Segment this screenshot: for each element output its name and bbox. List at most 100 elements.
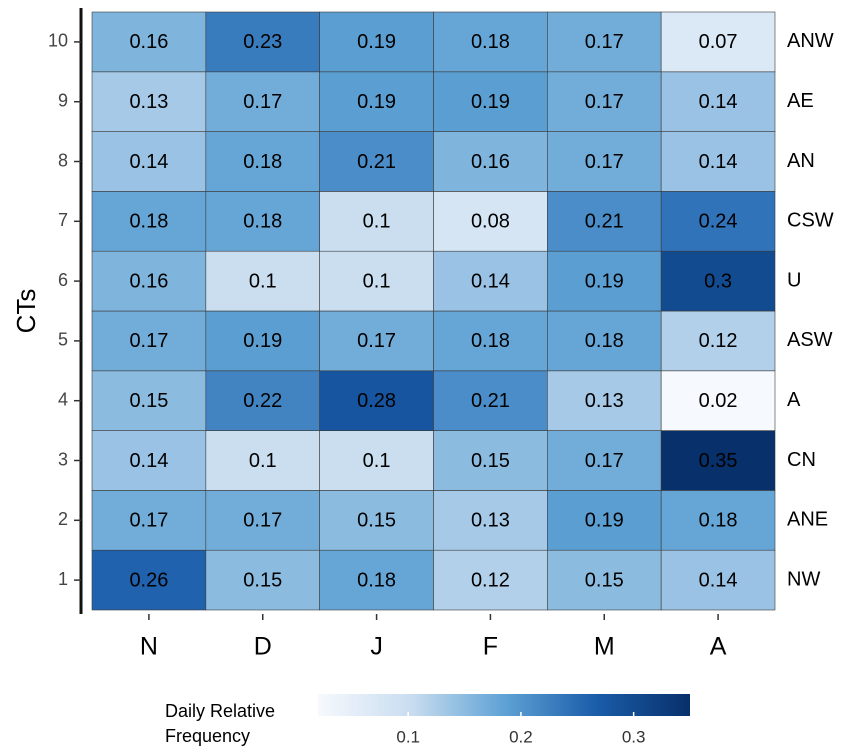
y-tick-label: 6 [58, 270, 68, 290]
colorbar-tick-label: 0.2 [509, 727, 533, 746]
heatmap-cell [547, 191, 662, 252]
heatmap-cell [433, 11, 548, 73]
heatmap-cell [547, 250, 662, 312]
x-tick-label: F [483, 633, 498, 661]
colorbar-tick-label: 0.1 [396, 727, 420, 746]
heatmap-cell [660, 310, 776, 372]
cell-label: 0.1 [249, 270, 277, 292]
heatmap-cell [433, 370, 548, 431]
heatmap-cell [91, 131, 207, 192]
heatmap-cell [91, 549, 207, 611]
heatmap-cell [205, 11, 320, 73]
heatmap-cell [433, 71, 548, 132]
cell-label: 0.18 [129, 211, 168, 233]
cell-label: 0.15 [129, 390, 168, 412]
heatmap-cell [205, 549, 320, 611]
cell-label: 0.19 [357, 31, 396, 53]
cell-label: 0.21 [357, 151, 396, 173]
heatmap-cell [660, 549, 776, 611]
x-tick-label: J [370, 633, 383, 661]
y-tick-label: 3 [58, 449, 68, 469]
heatmap-cell [660, 191, 776, 252]
cell-label: 0.15 [243, 569, 282, 591]
cell-label: 0.14 [129, 450, 168, 472]
heatmap-cell [319, 490, 434, 551]
row-label: ANW [787, 30, 834, 52]
heatmap-cell [205, 71, 320, 132]
y-tick-label: 5 [58, 330, 68, 350]
heatmap-cell [660, 71, 776, 132]
cell-label: 0.14 [699, 91, 738, 113]
cell-label: 0.3 [704, 270, 732, 292]
cell-label: 0.17 [585, 450, 624, 472]
heatmap-cell [91, 490, 207, 551]
row-label: AE [787, 90, 814, 112]
cell-label: 0.21 [471, 390, 510, 412]
cell-label: 0.14 [471, 270, 510, 292]
y-tick-label: 7 [58, 210, 68, 230]
cell-label: 0.18 [699, 510, 738, 532]
cell-label: 0.17 [357, 330, 396, 352]
cell-label: 0.19 [243, 330, 282, 352]
heatmap-cell [91, 430, 207, 491]
heatmap-cell [319, 71, 434, 132]
cell-label: 0.07 [699, 31, 738, 53]
heatmap-cell [91, 191, 207, 252]
x-tick-label: D [254, 633, 272, 661]
heatmap-cell [433, 310, 548, 372]
row-label: U [787, 269, 801, 291]
heatmap-cell [319, 131, 434, 192]
y-tick-label: 10 [48, 31, 68, 51]
cell-label: 0.18 [471, 31, 510, 53]
cell-label: 0.17 [243, 91, 282, 113]
cell-label: 0.1 [363, 270, 391, 292]
cell-label: 0.02 [699, 390, 738, 412]
cell-label: 0.19 [585, 510, 624, 532]
heatmap-cell [205, 310, 320, 372]
cell-label: 0.18 [243, 211, 282, 233]
cell-label: 0.1 [249, 450, 277, 472]
x-tick-label: N [140, 633, 158, 661]
colorbar-tick-label: 0.3 [622, 727, 646, 746]
cell-label: 0.19 [585, 270, 624, 292]
cell-label: 0.21 [585, 211, 624, 233]
heatmap-cell [91, 370, 207, 431]
row-label: NW [787, 568, 820, 590]
heatmap-cell [660, 430, 776, 491]
cell-label: 0.13 [585, 390, 624, 412]
cell-label: 0.15 [585, 569, 624, 591]
cell-label: 0.15 [471, 450, 510, 472]
cell-label: 0.16 [129, 31, 168, 53]
cell-label: 0.28 [357, 390, 396, 412]
heatmap-cell [319, 370, 434, 431]
cell-label: 0.17 [243, 510, 282, 532]
cell-label: 0.18 [585, 330, 624, 352]
cell-label: 0.17 [129, 510, 168, 532]
heatmap-cell [205, 430, 320, 491]
cell-label: 0.14 [129, 151, 168, 173]
cell-label: 0.16 [471, 151, 510, 173]
y-tick-label: 8 [58, 150, 68, 170]
heatmap-cell [205, 490, 320, 551]
cell-label: 0.26 [129, 569, 168, 591]
row-label: CSW [787, 210, 834, 232]
cell-label: 0.19 [471, 91, 510, 113]
y-tick-label: 2 [58, 509, 68, 529]
cell-label: 0.14 [699, 151, 738, 173]
cell-label: 0.18 [471, 330, 510, 352]
heatmap-cell [547, 490, 662, 551]
heatmap-cell [319, 310, 434, 372]
heatmap-cell [91, 310, 207, 372]
cell-label: 0.1 [363, 211, 391, 233]
cell-label: 0.17 [585, 151, 624, 173]
heatmap-cell [319, 430, 434, 491]
row-label: ASW [787, 329, 833, 351]
cell-label: 0.24 [699, 211, 738, 233]
cell-label: 0.16 [129, 270, 168, 292]
cell-label: 0.18 [357, 569, 396, 591]
y-tick-label: 9 [58, 90, 68, 110]
cell-label: 0.14 [699, 569, 738, 591]
cell-label: 0.18 [243, 151, 282, 173]
y-tick-label: 1 [58, 569, 68, 589]
cell-label: 0.12 [471, 569, 510, 591]
